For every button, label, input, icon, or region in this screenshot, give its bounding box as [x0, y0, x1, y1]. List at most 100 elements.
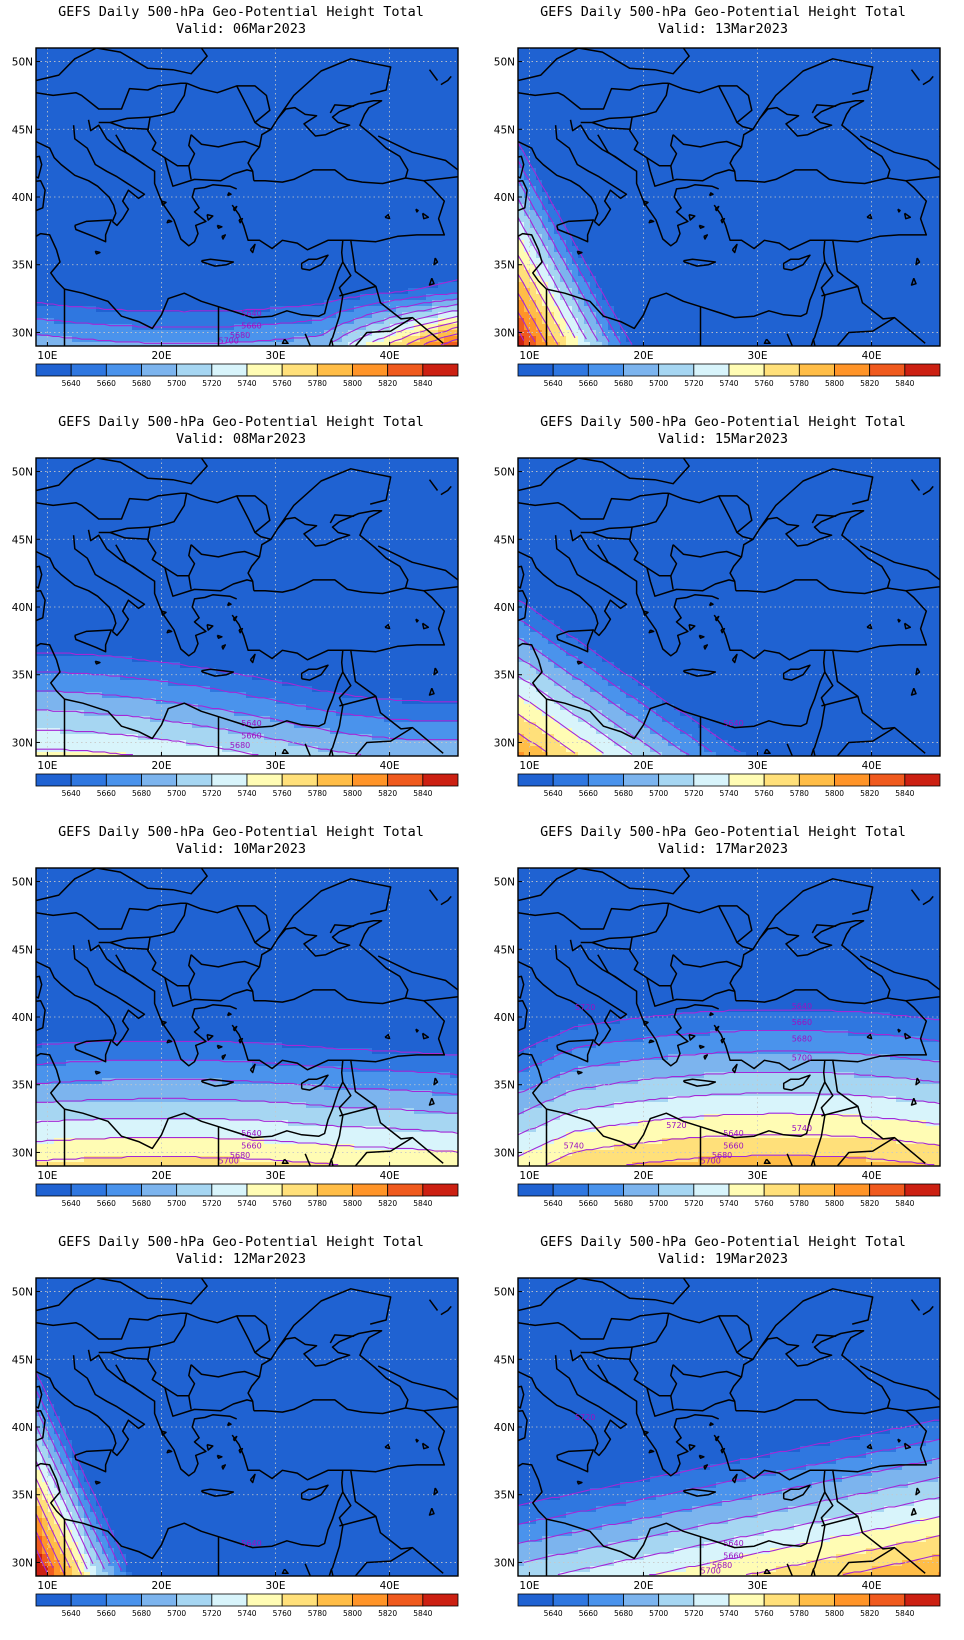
colorbar-swatch	[517, 773, 554, 787]
latitude-label: 30N	[494, 327, 515, 339]
colorbar-swatch	[658, 1183, 695, 1197]
panel-title: GEFS Daily 500-hPa Geo-Potential Height …	[482, 1234, 964, 1250]
colorbar-label: 5680	[614, 1609, 633, 1618]
longitude-label: 40E	[862, 760, 882, 772]
colorbar-label: 5820	[860, 1609, 879, 1618]
colorbar-label: 5820	[860, 379, 879, 388]
colorbar-swatch	[246, 363, 283, 377]
contour-line	[518, 1476, 940, 1564]
contour-line	[518, 329, 525, 341]
contour-label: 5680	[712, 1561, 732, 1570]
panel-valid-date: Valid: 12Mar2023	[0, 1251, 482, 1267]
colorbar-swatch	[387, 1593, 424, 1607]
contour-label: 5720	[666, 1121, 686, 1130]
colorbar-swatch	[70, 1593, 107, 1607]
colorbar-swatch	[141, 773, 178, 787]
longitude-label: 10E	[519, 1170, 539, 1182]
colorbar-swatch	[316, 1593, 353, 1607]
colorbar-label: 5840	[895, 1199, 914, 1208]
contour-line	[36, 1390, 122, 1571]
contour-line	[36, 1478, 83, 1575]
colorbar-swatch	[176, 773, 213, 787]
colorbar-label: 5740	[237, 789, 256, 798]
colorbar-swatch	[623, 363, 660, 377]
contour-line	[36, 1407, 111, 1565]
graticule	[518, 1278, 940, 1576]
coastlines	[518, 48, 940, 346]
contour-line	[518, 236, 576, 339]
latitude-label: 30N	[12, 1557, 33, 1569]
colorbar-label: 5780	[790, 1609, 809, 1618]
colorbar: 5640 5660 5680 5700 5720 5740 5760 5780 5800 5820…	[517, 1183, 941, 1208]
longitude-label: 40E	[380, 1580, 400, 1592]
contour-line	[36, 1460, 88, 1570]
colorbar-swatch	[658, 1593, 695, 1607]
graticule	[518, 48, 940, 346]
colorbar-swatch	[211, 363, 248, 377]
latitude-label: 35N	[12, 1080, 33, 1092]
colorbar: 5640 5660 5680 5700 5720 5740 5760 5780 5800 5820…	[35, 773, 459, 798]
colorbar-swatch	[623, 1593, 660, 1607]
contour-line	[36, 1531, 54, 1569]
colorbar-swatch	[904, 363, 941, 377]
colorbar-label: 5840	[413, 789, 432, 798]
contour-line	[518, 179, 610, 343]
contour-label: 5660	[241, 731, 261, 740]
longitude-label: 20E	[633, 1170, 653, 1182]
contour-line	[518, 1071, 940, 1115]
colorbar-swatch	[70, 773, 107, 787]
latitude-label: 30N	[494, 1557, 515, 1569]
contour-line	[557, 1496, 940, 1576]
colorbar-label: 5640	[62, 1199, 81, 1208]
latitude-label: 35N	[494, 260, 515, 272]
colorbar-label: 5680	[132, 379, 151, 388]
colorbar-label: 5720	[202, 379, 221, 388]
contour-line	[745, 1534, 940, 1576]
map-panel: GEFS Daily 500-hPa Geo-Potential Height …	[482, 0, 964, 410]
colorbar-swatch	[105, 773, 142, 787]
colorbar-swatch	[904, 1593, 941, 1607]
latitude-label: 35N	[494, 670, 515, 682]
colorbar-swatch	[35, 363, 72, 377]
coastlines	[518, 868, 940, 1166]
longitude-label: 30E	[748, 350, 768, 362]
colorbar-swatch	[587, 1593, 624, 1607]
longitude-label: 40E	[380, 350, 400, 362]
latitude-label: 35N	[12, 1490, 33, 1502]
colorbar-label: 5740	[237, 379, 256, 388]
colorbar-swatch	[246, 1593, 283, 1607]
colorbar-label: 5680	[132, 1199, 151, 1208]
colorbar-label: 5720	[202, 1199, 221, 1208]
longitude-label: 40E	[862, 1170, 882, 1182]
colorbar-label: 5720	[684, 1199, 703, 1208]
colorbar-swatch	[728, 1593, 765, 1607]
panel-valid-date: Valid: 10Mar2023	[0, 841, 482, 857]
colorbar: 5640 5660 5680 5700 5720 5740 5760 5780 5800 5820…	[517, 363, 941, 388]
colorbar-swatch	[141, 363, 178, 377]
colorbar-swatch	[587, 773, 624, 787]
panel-valid-date: Valid: 15Mar2023	[482, 431, 964, 447]
colorbar-swatch	[763, 363, 800, 377]
longitude-label: 10E	[519, 760, 539, 772]
colorbar-label: 5640	[544, 1199, 563, 1208]
contour-line	[518, 694, 604, 754]
longitude-label: 30E	[266, 1170, 286, 1182]
colorbar-label: 5780	[308, 789, 327, 798]
contour-line	[518, 142, 633, 345]
contour-label: 5700	[218, 336, 238, 345]
latitude-label: 35N	[12, 670, 33, 682]
colorbar-label: 5760	[755, 379, 774, 388]
colorbar-label: 5800	[343, 789, 362, 798]
latitude-label: 40N	[12, 1422, 33, 1434]
colorbar-label: 5700	[167, 379, 186, 388]
colorbar-label: 5660	[579, 1609, 598, 1618]
colorbar-label: 5660	[97, 1609, 116, 1618]
colorbar-label: 5820	[378, 1199, 397, 1208]
contour-line	[518, 618, 713, 753]
panel-valid-date: Valid: 06Mar2023	[0, 21, 482, 37]
